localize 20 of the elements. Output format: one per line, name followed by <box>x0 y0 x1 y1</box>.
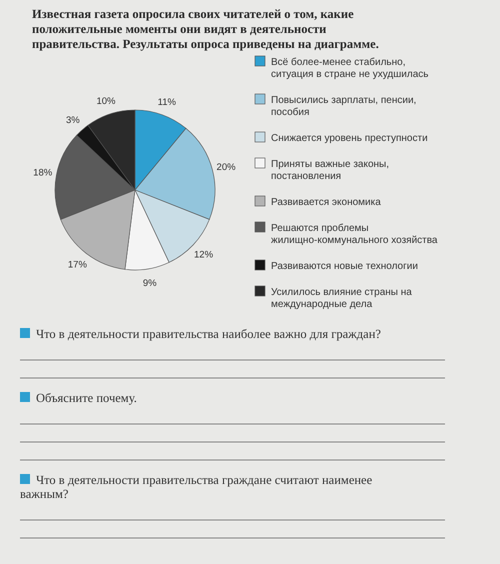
legend-label: Усилилось влияние страны на международные дела <box>271 287 412 310</box>
data-label: 9% <box>142 278 158 290</box>
data-label: 12% <box>194 250 214 261</box>
data-label: 18% <box>33 168 53 179</box>
legend-label: Решаются проблемы жилищно-коммунального хозяйства <box>271 223 438 246</box>
legend-label: Приняты важные законы, постановления <box>271 159 390 182</box>
data-label: 10% <box>96 96 116 107</box>
legend-label: Всё более-менее стабильно, ситуация в стране не ухудшилась <box>271 57 428 80</box>
data-label: 3% <box>66 114 80 126</box>
text: Объясните почему. <box>36 391 137 405</box>
legend-label: Развивается экономика <box>271 197 382 208</box>
legend-label: Развиваются новые технологии <box>271 261 418 272</box>
data-label: 20% <box>216 162 236 173</box>
legend-label: Снижается уровень преступности <box>271 133 428 144</box>
data-label: 11% <box>158 96 177 108</box>
text: Что в деятельности правительства наиболее важно для граждан? <box>36 327 382 341</box>
text: Что в деятельности правительства граждане считают наименее важным? <box>20 473 373 501</box>
chart-title: Известная газета опросила своих читателей о том, какие положительные моменты они видят в деятельности правительства. Результаты опроса приведены на диаграмме. <box>32 7 379 51</box>
legend-label: Повысились зарплаты, пенсии, пособия <box>271 95 416 118</box>
data-label: 17% <box>68 260 88 271</box>
